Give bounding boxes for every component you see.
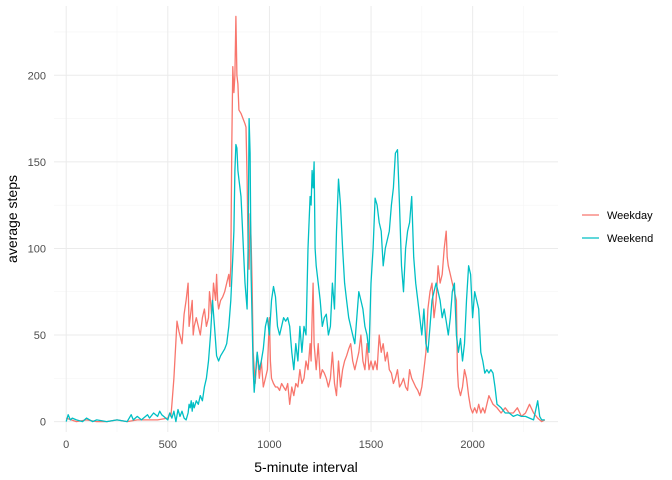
- major-gridlines: [54, 6, 558, 432]
- x-tick-label: 500: [159, 439, 177, 451]
- x-tick-label: 1000: [257, 439, 281, 451]
- series-line-weekend: [65, 117, 545, 423]
- y-tick-label: 50: [34, 330, 46, 342]
- x-tick-label: 0: [63, 439, 69, 451]
- x-axis-tick-labels: 0 500 1000 1500 2000: [63, 439, 485, 451]
- y-tick-label: 200: [28, 70, 46, 82]
- legend: Weekday Weekend: [582, 210, 653, 245]
- legend-label-weekday: Weekday: [607, 210, 653, 222]
- series-line-weekday: [65, 15, 546, 423]
- y-tick-label: 0: [40, 417, 46, 429]
- x-tick-label: 1500: [359, 439, 383, 451]
- x-axis-title: 5-minute interval: [254, 459, 358, 475]
- y-tick-label: 100: [28, 243, 46, 255]
- y-axis-title: average steps: [4, 175, 20, 263]
- minor-gridlines: [54, 6, 558, 432]
- y-tick-label: 150: [28, 157, 46, 169]
- y-axis-tick-labels: 0 50 100 150 200: [28, 70, 46, 428]
- legend-label-weekend: Weekend: [607, 233, 653, 245]
- x-tick-label: 2000: [460, 439, 484, 451]
- series-lines: [65, 15, 546, 423]
